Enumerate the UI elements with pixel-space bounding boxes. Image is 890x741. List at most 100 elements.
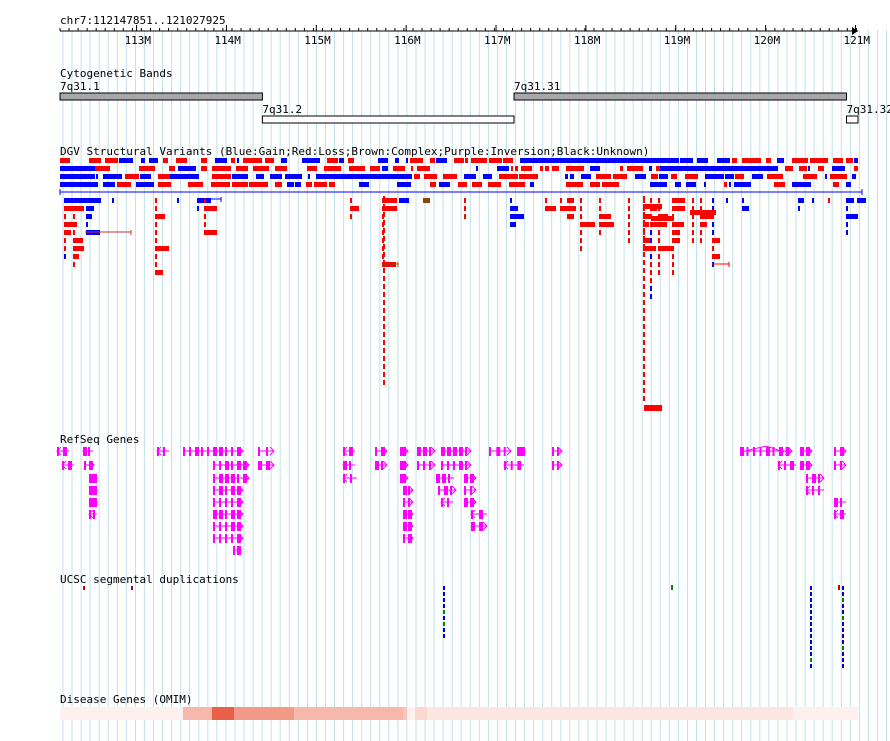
track-segmental-duplications[interactable]: UCSC segmental duplications [60,573,844,668]
sv-feature [567,206,576,211]
gene-exon [408,510,412,519]
sv-feature [658,254,660,259]
gene-model [552,446,563,456]
position-ruler[interactable]: chr7:112147851..121027925 113M 114M 115M 11… [59,14,870,47]
gene-exon [201,447,203,456]
sv-feature [599,206,601,211]
gene-exon [375,447,377,456]
sv-feature [66,198,97,203]
sv-feature [658,262,660,267]
sv-feature [73,246,84,251]
sv-feature [73,238,83,243]
segdup-feature [443,622,445,626]
gene-exon [83,447,87,456]
gene-exon [231,474,235,483]
sv-feature [712,198,714,203]
segdup-feature [842,640,844,644]
sv-loss [643,252,645,257]
gene-exon [93,486,97,495]
sv-feature [287,182,294,187]
sv-feature [423,198,430,203]
gene-model [84,460,95,470]
sv-feature [590,166,600,171]
sv-feature [382,166,388,171]
sv-feature [818,166,824,171]
gene-model [213,533,244,543]
sv-feature [265,158,274,163]
segdup-feature [810,592,812,596]
gene-exon [349,447,353,456]
gene-strand-arrow-icon [833,497,839,507]
gene-exon [237,546,241,555]
sv-feature [799,166,807,171]
gene-exon [441,461,443,470]
sv-feature [590,182,600,187]
sv-loss [643,260,645,265]
sv-feature [519,174,538,179]
gene-exon [349,461,351,470]
sv-loss [383,332,385,337]
track-omim-disease-genes[interactable]: Disease Genes (OMIM) [60,693,858,720]
sv-feature [510,214,524,219]
segdup-feature [810,652,812,656]
gene-strand-arrow-icon [471,485,477,495]
track-title-refseq: RefSeq Genes [60,433,139,446]
gene-strand-arrow-icon [92,485,98,495]
gene-strand-arrow-icon [520,446,526,456]
gene-exon [219,486,223,495]
gene-exon [772,447,775,456]
sv-feature [204,222,206,227]
sv-feature [777,158,784,163]
sv-feature [169,166,175,171]
sv-feature [211,182,230,187]
gene-exon [89,486,93,495]
gene-strand-arrow-icon [557,460,563,470]
sv-feature [201,158,207,163]
sv-feature [275,166,287,171]
ruler-tick-label: 121M [843,34,870,47]
gene-exon [818,474,820,483]
track-refseq-genes[interactable]: RefSeq Genes [56,433,847,555]
sv-feature [692,214,694,219]
gene-model [435,473,454,483]
sv-feature [599,198,601,203]
sv-feature [155,206,157,211]
sv-feature [237,158,239,163]
gene-model [61,460,74,470]
sv-feature [545,166,549,171]
sv-feature [64,222,77,227]
sv-feature [236,166,248,171]
track-dgv-structural-variants[interactable]: DGV Structural Variants (Blue:Gain;Red:L… [59,145,866,411]
sv-feature [302,158,320,163]
sv-feature [852,174,856,179]
sv-loss [383,196,385,201]
sv-feature [808,166,810,171]
sv-gain [60,166,95,171]
sv-feature [411,166,413,171]
cytoband-label: 7q31.31 [514,80,560,93]
sv-feature [734,182,751,187]
ruler-ticks: 113M 114M 115M 116M 117M 118M 119M 120M 121M [59,25,870,47]
gene-exon [93,498,97,507]
sv-feature [692,230,694,235]
sv-feature [700,238,702,243]
gene-model [56,446,69,456]
sv-gain [660,166,778,171]
gene-exon [219,474,223,483]
sv-feature [560,206,567,211]
sv-feature [672,238,680,243]
sv-feature [249,182,268,187]
sv-feature [552,166,559,171]
sv-feature [599,222,614,227]
sv-loss [643,396,645,401]
sv-feature [846,182,851,187]
cytoband-7q31.2 [261,115,515,124]
sv-feature [215,158,227,163]
sv-feature [439,182,450,187]
gene-strand-arrow-icon [482,521,488,531]
sv-feature [712,254,720,259]
sv-feature [155,246,169,251]
sv-feature [350,214,352,219]
sv-feature [86,214,92,219]
track-cytogenetic-bands[interactable]: Cytogenetic Bands 7q31.17q31.27q31.317q3… [59,67,890,124]
